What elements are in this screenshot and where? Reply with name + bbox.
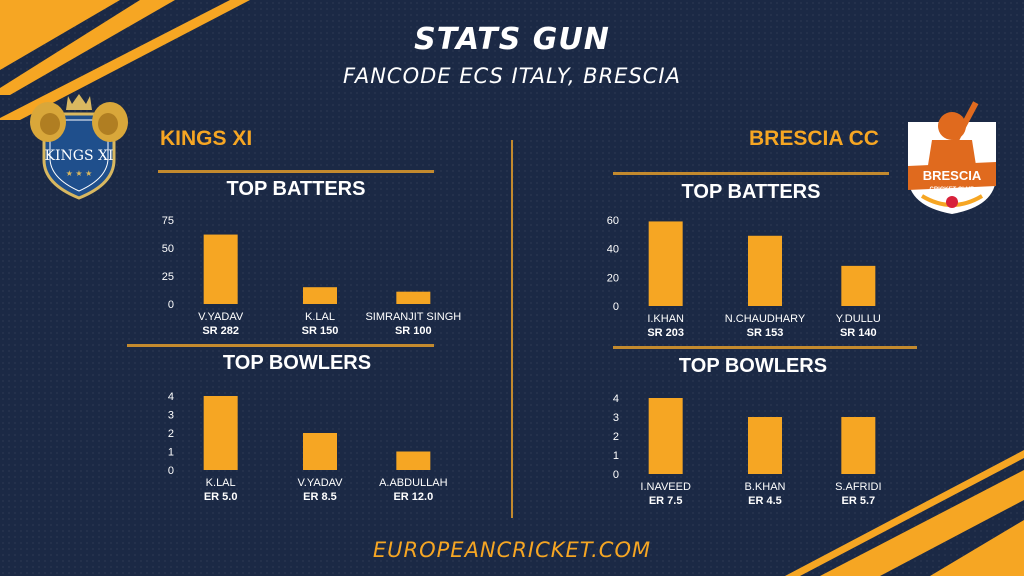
stat-label: SR 203 bbox=[647, 327, 684, 339]
y-tick-label: 2 bbox=[613, 431, 619, 443]
bar bbox=[841, 417, 876, 474]
y-tick-label: 1 bbox=[168, 447, 174, 459]
category-label: K.LAL bbox=[305, 311, 335, 323]
y-tick-label: 40 bbox=[607, 244, 619, 256]
section-divider bbox=[158, 170, 434, 173]
bar bbox=[396, 451, 431, 470]
y-tick-label: 3 bbox=[168, 410, 174, 422]
y-tick-label: 0 bbox=[168, 299, 174, 311]
category-label: N.CHAUDHARY bbox=[725, 313, 806, 325]
section-divider bbox=[613, 346, 917, 349]
kings-xi-top-bowlers-chart: 0 1 2 3 4 K.LAL ER 5.0 V.YADAV ER 8.5 A.ABDULLAH E… bbox=[168, 391, 448, 503]
team-name-brescia-cc: BRESCIA CC bbox=[749, 127, 879, 150]
stat-label: SR 153 bbox=[747, 327, 784, 339]
svg-text:★ ★ ★: ★ ★ ★ bbox=[66, 169, 93, 178]
category-label: S.AFRIDI bbox=[835, 481, 881, 493]
y-tick-label: 0 bbox=[613, 469, 619, 481]
bar bbox=[303, 287, 337, 304]
y-tick-label: 0 bbox=[613, 301, 619, 313]
bar bbox=[841, 265, 876, 306]
category-label: V.YADAV bbox=[297, 477, 343, 489]
center-divider bbox=[511, 140, 513, 518]
bar bbox=[748, 235, 782, 306]
section-divider bbox=[613, 172, 889, 175]
stat-label: ER 12.0 bbox=[393, 491, 433, 503]
bar bbox=[648, 398, 683, 474]
top-batters-title-left: TOP BATTERS bbox=[226, 178, 366, 200]
stat-label: SR 150 bbox=[302, 325, 339, 337]
category-label: K.LAL bbox=[206, 477, 236, 489]
y-tick-label: 0 bbox=[168, 465, 174, 477]
stat-label: ER 5.0 bbox=[204, 491, 238, 503]
bar bbox=[648, 221, 683, 306]
category-label: B.KHAN bbox=[745, 481, 786, 493]
stat-label: ER 4.5 bbox=[748, 495, 782, 507]
category-label: A.ABDULLAH bbox=[379, 477, 448, 489]
kings-xi-logo-text: KINGS XI bbox=[45, 148, 114, 164]
category-label: V.YADAV bbox=[198, 311, 244, 323]
footer-site: EUROPEANCRICKET.COM bbox=[372, 538, 652, 562]
bar bbox=[303, 433, 337, 470]
kings-xi-top-batters-chart: 0 25 50 75 V.YADAV SR 282 K.LAL SR 150 SIMRANJIT… bbox=[162, 215, 462, 337]
brescia-cc-top-batters-chart: 0 20 40 60 I.KHAN SR 203 N.CHAUDHARY SR 153 Y.DU… bbox=[607, 215, 881, 339]
top-bowlers-title-right: TOP BOWLERS bbox=[678, 355, 828, 377]
y-tick-label: 1 bbox=[613, 450, 619, 462]
brescia-logo-text: BRESCIA bbox=[923, 168, 982, 183]
brescia-cc-top-bowlers-chart: 0 1 2 3 4 I.NAVEED ER 7.5 B.KHAN ER 4.5 S.AFRIDI E… bbox=[613, 393, 882, 507]
brescia-cc-logo-icon: BRESCIA CRICKET CLUB bbox=[908, 101, 996, 214]
y-tick-label: 3 bbox=[613, 412, 619, 424]
section-divider bbox=[127, 344, 434, 347]
category-label: SIMRANJIT SINGH bbox=[365, 311, 461, 323]
y-tick-label: 60 bbox=[607, 215, 619, 227]
bar bbox=[203, 396, 238, 470]
brescia-logo-subtext: CRICKET CLUB bbox=[930, 187, 976, 193]
category-label: Y.DULLU bbox=[836, 313, 881, 325]
page-subtitle: FANCODE ECS ITALY, BRESCIA bbox=[343, 64, 681, 88]
top-batters-title-right: TOP BATTERS bbox=[681, 181, 821, 203]
y-tick-label: 50 bbox=[162, 243, 174, 255]
bar bbox=[396, 291, 431, 304]
stat-label: SR 140 bbox=[840, 327, 877, 339]
y-tick-label: 2 bbox=[168, 428, 174, 440]
stat-label: ER 7.5 bbox=[649, 495, 683, 507]
bar bbox=[203, 234, 238, 304]
category-label: I.KHAN bbox=[647, 313, 684, 325]
kings-xi-logo-icon: KINGS XI ★ ★ ★ bbox=[30, 94, 128, 200]
team-name-kings-xi: KINGS XI bbox=[160, 127, 253, 150]
page-title: STATS GUN bbox=[414, 22, 610, 57]
y-tick-label: 4 bbox=[613, 393, 619, 405]
y-tick-label: 75 bbox=[162, 215, 174, 227]
y-tick-label: 4 bbox=[168, 391, 174, 403]
y-tick-label: 20 bbox=[607, 272, 619, 284]
top-bowlers-title-left: TOP BOWLERS bbox=[222, 352, 372, 374]
stat-label: ER 5.7 bbox=[842, 495, 876, 507]
stat-label: SR 100 bbox=[395, 325, 432, 337]
stat-label: ER 8.5 bbox=[303, 491, 337, 503]
category-label: I.NAVEED bbox=[640, 481, 691, 493]
bar bbox=[748, 417, 782, 474]
stat-label: SR 282 bbox=[202, 325, 239, 337]
y-tick-label: 25 bbox=[162, 271, 174, 283]
